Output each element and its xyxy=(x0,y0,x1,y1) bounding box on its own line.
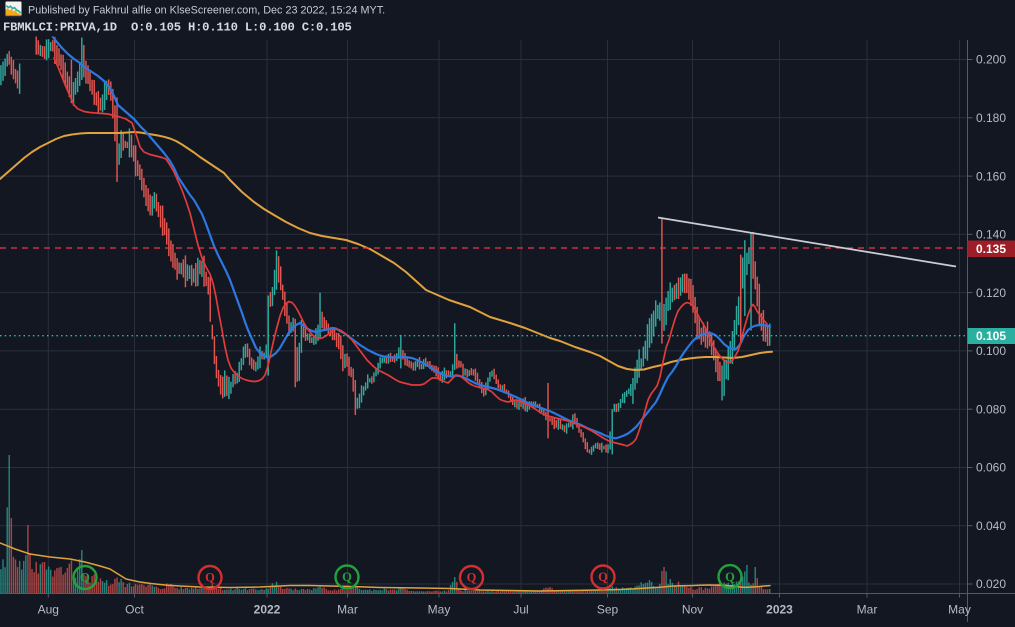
svg-text:0.080: 0.080 xyxy=(976,402,1006,416)
svg-text:0.105: 0.105 xyxy=(976,329,1006,343)
svg-text:Q: Q xyxy=(467,571,477,585)
svg-text:0.120: 0.120 xyxy=(976,286,1006,300)
svg-text:0.100: 0.100 xyxy=(976,344,1006,358)
svg-text:2023: 2023 xyxy=(766,603,793,617)
svg-text:Q: Q xyxy=(342,570,352,584)
svg-text:Q: Q xyxy=(725,570,735,584)
svg-text:May: May xyxy=(948,603,971,617)
svg-text:0.180: 0.180 xyxy=(976,111,1006,125)
svg-text:Mar: Mar xyxy=(337,603,358,617)
svg-text:Jul: Jul xyxy=(513,603,528,617)
svg-text:0.060: 0.060 xyxy=(976,461,1006,475)
svg-text:2022: 2022 xyxy=(254,603,281,617)
svg-text:0.140: 0.140 xyxy=(976,228,1006,242)
svg-text:0.200: 0.200 xyxy=(976,53,1006,67)
svg-text:Nov: Nov xyxy=(682,603,703,617)
svg-text:Q: Q xyxy=(205,571,215,585)
svg-text:Mar: Mar xyxy=(857,603,878,617)
svg-text:0.020: 0.020 xyxy=(976,577,1006,591)
svg-text:Aug: Aug xyxy=(38,603,59,617)
svg-text:0.135: 0.135 xyxy=(976,242,1006,256)
svg-text:0.160: 0.160 xyxy=(976,169,1006,183)
svg-text:Q: Q xyxy=(80,571,90,585)
svg-text:0.040: 0.040 xyxy=(976,519,1006,533)
svg-text:Oct: Oct xyxy=(125,603,144,617)
svg-text:Sep: Sep xyxy=(597,603,619,617)
svg-text:Q: Q xyxy=(598,570,608,584)
svg-text:Published by Fakhrul alfie on: Published by Fakhrul alfie on KlseScreen… xyxy=(28,4,385,16)
svg-text:May: May xyxy=(428,603,451,617)
svg-text:FBMKLCI:PRIVA,1D O:0.105 H:0.: FBMKLCI:PRIVA,1D O:0.105 H:0.110 L:0.100… xyxy=(3,21,352,35)
